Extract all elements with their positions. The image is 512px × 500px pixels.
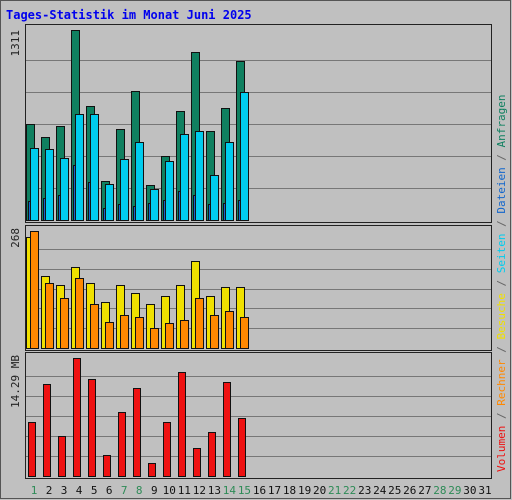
chart-panels: 1311 268 14.29 MB xyxy=(9,24,492,479)
x-tick-label: 26 xyxy=(403,484,416,497)
x-tick-label: 6 xyxy=(106,484,113,497)
x-axis-labels: 1 2 3 4 5 6 7 8 9 10 11 12 13 14 15 16 17 18 19 20 21 22 23 24 2… xyxy=(31,484,492,497)
bar-rechner xyxy=(60,298,69,349)
bar-rechner xyxy=(90,304,99,349)
legend-entry: Volumen xyxy=(495,426,508,472)
bar-volumen xyxy=(178,372,186,477)
legend-entry: Anfragen xyxy=(495,94,508,147)
bar-rechner xyxy=(120,315,129,349)
bar-volumen xyxy=(163,422,171,477)
x-tick-label: 19 xyxy=(298,484,311,497)
axis-max-label: 268 xyxy=(9,228,22,248)
x-tick-label: 16 xyxy=(253,484,266,497)
axis-max-label: 14.29 MB xyxy=(9,355,22,408)
x-tick-label: 4 xyxy=(76,484,83,497)
bar-volumen xyxy=(223,382,231,477)
bar-volumen xyxy=(208,432,216,477)
bar-rechner xyxy=(150,328,159,349)
bar-rechner xyxy=(75,278,84,349)
bar-seiten xyxy=(60,158,69,221)
axis-max-label: 1311 xyxy=(9,30,22,57)
x-tick-label: 9 xyxy=(151,484,158,497)
x-tick-label: 30 xyxy=(463,484,476,497)
bar-rechner xyxy=(180,320,189,349)
bar-seiten xyxy=(135,142,144,221)
x-tick-label: 31 xyxy=(478,484,491,497)
x-tick-label: 24 xyxy=(373,484,387,497)
x-tick-label: 23 xyxy=(358,484,371,497)
bar-volumen xyxy=(28,422,36,477)
legend-entry: / xyxy=(495,406,508,426)
bar-seiten xyxy=(210,175,219,221)
bar-rechner xyxy=(165,323,174,349)
bar-rechner xyxy=(45,283,54,349)
bar-seiten xyxy=(225,142,234,221)
bar-rechner xyxy=(240,317,249,349)
bar-volumen xyxy=(58,436,66,477)
x-tick-label: 13 xyxy=(208,484,221,497)
bar-rechner xyxy=(105,322,114,349)
bar-seiten xyxy=(240,92,249,221)
x-tick-label: 22 xyxy=(343,484,356,497)
x-tick-label: 3 xyxy=(61,484,68,497)
bar-volumen xyxy=(88,379,96,477)
bar-rechner xyxy=(135,317,144,349)
bar-volumen xyxy=(238,418,246,477)
legend-entry: / xyxy=(495,340,508,360)
legend-entry: / xyxy=(495,214,508,234)
bar-seiten xyxy=(195,131,204,221)
x-tick-label: 5 xyxy=(91,484,98,497)
bar-seiten xyxy=(90,114,99,221)
chart-title: Tages-Statistik im Monat Juni 2025 xyxy=(6,8,252,22)
x-tick-label: 29 xyxy=(448,484,461,497)
x-tick-label: 7 xyxy=(121,484,128,497)
bar-seiten xyxy=(30,148,39,221)
legend-entry: / xyxy=(495,273,508,293)
bar-volumen xyxy=(193,448,201,477)
bar-seiten xyxy=(165,161,174,221)
bar-rechner xyxy=(30,231,39,349)
x-tick-label: 1 xyxy=(31,484,38,497)
legend-entry: / xyxy=(495,147,508,167)
x-tick-label: 18 xyxy=(283,484,296,497)
x-tick-label: 12 xyxy=(193,484,206,497)
x-tick-label: 28 xyxy=(433,484,446,497)
x-tick-label: 20 xyxy=(313,484,326,497)
bar-rechner xyxy=(195,298,204,349)
x-tick-label: 10 xyxy=(163,484,176,497)
chart-panel: 268 xyxy=(9,225,492,351)
chart-panel: 1311 xyxy=(9,24,492,223)
legend-entry: Seiten xyxy=(495,234,508,274)
bar-seiten xyxy=(45,149,54,221)
legend-entry: Besuche xyxy=(495,293,508,339)
bar-seiten xyxy=(150,189,159,221)
x-tick-label: 25 xyxy=(388,484,401,497)
x-tick-label: 27 xyxy=(418,484,431,497)
bar-volumen xyxy=(118,412,126,477)
right-legend: Volumen / Rechner / Besuche / Seiten / D… xyxy=(495,94,508,472)
legend-entry: Rechner xyxy=(495,359,508,406)
bar-volumen xyxy=(133,388,141,477)
bar-volumen xyxy=(73,358,81,477)
x-tick-label: 8 xyxy=(136,484,143,497)
x-tick-label: 11 xyxy=(178,484,191,497)
bar-seiten xyxy=(105,184,114,221)
bar-rechner xyxy=(225,311,234,349)
bar-volumen xyxy=(103,455,111,477)
chart-panel: 14.29 MB xyxy=(9,352,492,479)
x-tick-label: 2 xyxy=(46,484,53,497)
bar-seiten xyxy=(75,114,84,221)
x-tick-label: 17 xyxy=(268,484,281,497)
x-tick-label: 15 xyxy=(238,484,251,497)
legend-entry: Dateien xyxy=(495,167,508,213)
bar-volumen xyxy=(43,384,51,477)
bar-rechner xyxy=(210,315,219,349)
x-tick-label: 21 xyxy=(328,484,341,497)
bar-seiten xyxy=(120,159,129,221)
bar-seiten xyxy=(180,134,189,221)
x-tick-label: 14 xyxy=(223,484,237,497)
bar-volumen xyxy=(148,463,156,477)
